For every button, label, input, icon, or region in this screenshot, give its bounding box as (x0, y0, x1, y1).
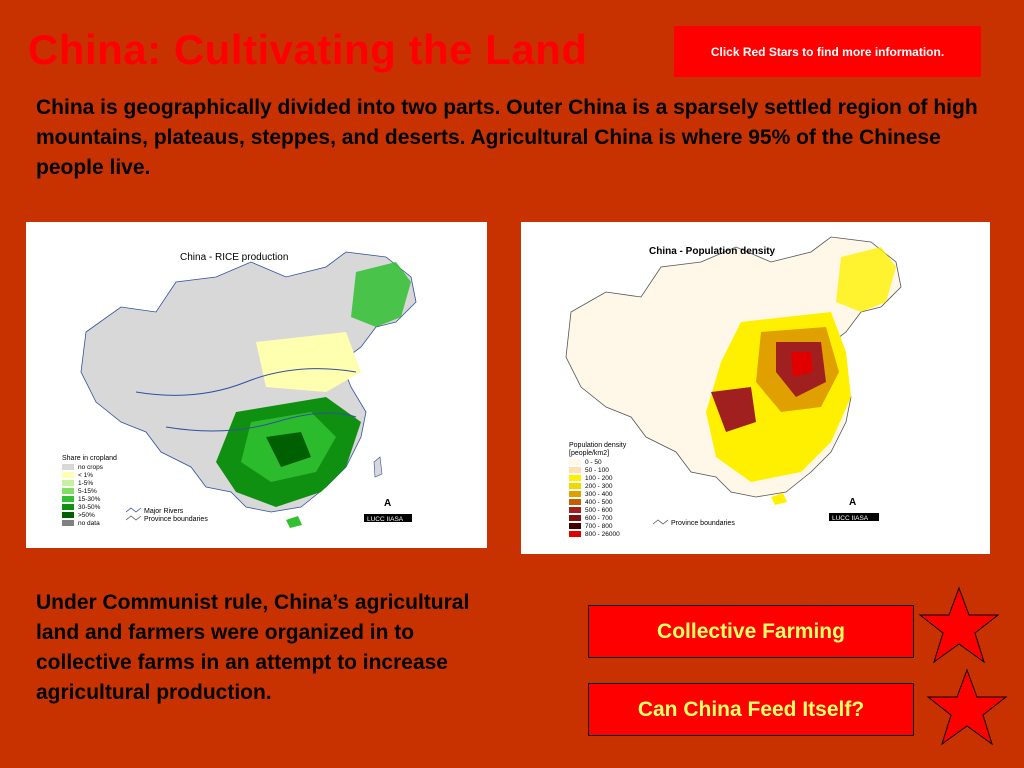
rice-legend-label: >50% (78, 512, 95, 519)
pop-legend-swatch (569, 531, 581, 537)
pop-line-legend-provinces: Province boundaries (671, 520, 735, 527)
collective-farming-button[interactable]: Collective Farming (588, 605, 914, 658)
pop-legend-label: 0 - 50 (585, 459, 602, 466)
rice-legend-label: < 1% (78, 472, 93, 479)
pop-credit: LUCC IIASA (832, 515, 869, 522)
pop-legend-label: 100 - 200 (585, 475, 613, 482)
rice-legend-label: no crops (78, 464, 104, 471)
pop-legend-swatch (569, 467, 581, 473)
pop-credit-box (829, 513, 879, 521)
can-china-feed-itself-button[interactable]: Can China Feed Itself? (588, 683, 914, 736)
red-star-icon[interactable] (918, 586, 1000, 664)
rice-legend-swatch (62, 512, 74, 518)
instruction-banner: Click Red Stars to find more information… (674, 26, 981, 77)
page-title: China: Cultivating the Land (28, 26, 588, 73)
pop-legend-label: 300 - 400 (585, 491, 613, 498)
rice-legend-label: no data (78, 520, 100, 527)
pop-legend-swatch (569, 459, 581, 465)
rice-legend-swatch (62, 480, 74, 486)
rice-legend-swatch (62, 504, 74, 510)
pop-legend-swatch (569, 515, 581, 521)
pop-legend-label: 700 - 800 (585, 523, 613, 530)
rice-credit: LUCC IIASA (367, 516, 404, 523)
rice-legend-swatch (62, 488, 74, 494)
rice-map-title: China - RICE production (180, 252, 288, 263)
rice-line-legend-provinces: Province boundaries (144, 516, 208, 523)
rice-legend-swatch (62, 520, 74, 526)
rice-legend-label: 30-50% (78, 504, 101, 511)
pop-legend-label: 50 - 100 (585, 467, 609, 474)
rice-legend-swatch (62, 472, 74, 478)
pop-legend-swatch (569, 499, 581, 505)
pop-legend-swatch (569, 507, 581, 513)
rice-production-map: China - RICE production Share in croplan… (26, 222, 487, 548)
rice-legend: no crops< 1%1-5%5-15%15-30%30-50%>50%no … (62, 464, 104, 527)
pop-legend-title: Population density (569, 442, 627, 449)
intro-paragraph: China is geographically divided into two… (36, 96, 978, 179)
pop-legend-label: 600 - 700 (585, 515, 613, 522)
pop-legend-label: 500 - 600 (585, 507, 613, 514)
pop-map-title: China - Population density (649, 246, 776, 257)
collective-farming-paragraph: Under Communist rule, China’s agricultur… (36, 591, 470, 704)
pop-legend-swatch (569, 523, 581, 529)
population-density-map: China - Population density Population de… (521, 222, 990, 554)
rice-legend-label: 15-30% (78, 496, 101, 503)
rice-legend-label: 1-5% (78, 480, 93, 487)
pop-north-arrow: A (849, 497, 856, 508)
rice-legend-swatch (62, 464, 74, 470)
pop-legend-swatch (569, 475, 581, 481)
rice-legend-label: 5-15% (78, 488, 97, 495)
rice-line-legend-rivers: Major Rivers (144, 508, 184, 515)
rice-north-arrow: A (384, 498, 391, 509)
rice-legend-title: Share in cropland (62, 455, 117, 462)
rice-credit-box (364, 514, 412, 522)
pop-legend-label: 200 - 300 (585, 483, 613, 490)
pop-legend-swatch (569, 491, 581, 497)
pop-legend-label: 400 - 500 (585, 499, 613, 506)
rice-legend-swatch (62, 496, 74, 502)
rice-line-legend: Major Rivers Province boundaries (125, 507, 208, 523)
red-star-icon[interactable] (926, 668, 1008, 746)
pop-legend-swatch (569, 483, 581, 489)
pop-legend-unit: [people/km2] (569, 450, 609, 457)
pop-line-legend: Province boundaries (652, 519, 735, 527)
pop-legend-label: 800 - 26000 (585, 531, 620, 538)
